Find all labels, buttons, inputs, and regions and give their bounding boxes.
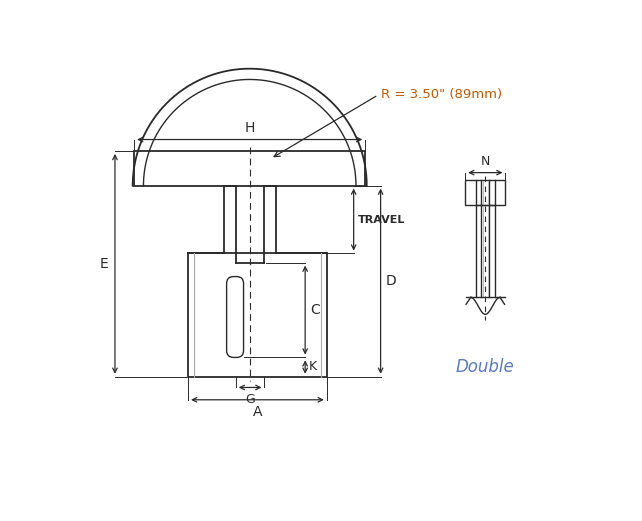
- Bar: [134, 151, 365, 185]
- Text: D: D: [386, 274, 397, 288]
- Text: Double: Double: [456, 358, 515, 376]
- Text: A: A: [253, 405, 262, 419]
- Bar: [188, 254, 327, 377]
- Text: N: N: [481, 155, 490, 168]
- Text: G: G: [245, 393, 255, 406]
- Text: E: E: [100, 257, 108, 271]
- Bar: [465, 180, 505, 205]
- Text: H: H: [245, 121, 255, 135]
- Text: C: C: [310, 303, 320, 317]
- Text: K: K: [309, 360, 317, 373]
- Text: R = 3.50" (89mm): R = 3.50" (89mm): [381, 89, 502, 102]
- Text: TRAVEL: TRAVEL: [358, 215, 405, 225]
